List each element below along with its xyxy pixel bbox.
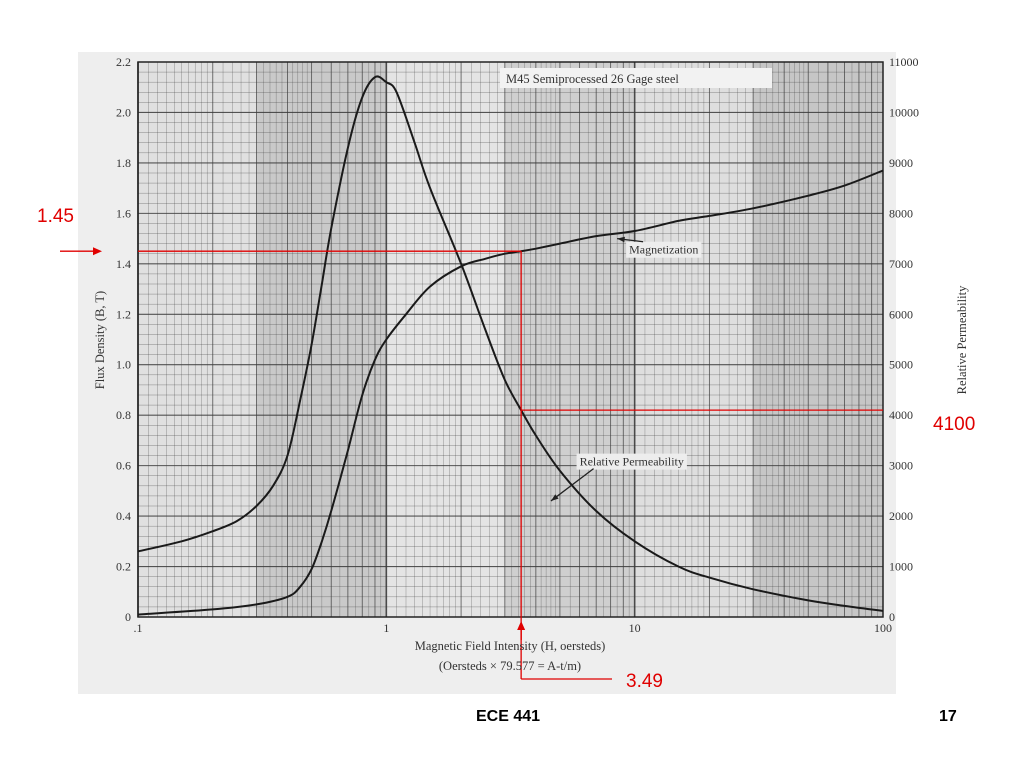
footer-course-label: ECE 441: [476, 708, 541, 725]
magnetization-label: Magnetization: [629, 243, 698, 257]
y-left-tick-label: 0: [125, 610, 131, 624]
x-tick-label: .1: [134, 621, 143, 635]
magnetization-label-backdrop: [626, 241, 702, 258]
h-value-label: 3.49: [626, 671, 663, 692]
y-right-tick-label: 5000: [889, 358, 913, 372]
y-left-tick-label: 2.2: [116, 55, 131, 69]
shade-band: [634, 62, 754, 617]
x-axis-note: (Oersteds × 79.577 = A-t/m): [439, 659, 581, 673]
shade-band: [753, 62, 883, 617]
annotations: 1.45 3.49 4100: [37, 206, 975, 692]
y-left-tick-label: 1.4: [116, 257, 131, 271]
y-right-tick-label: 6000: [889, 307, 913, 321]
tick-labels: .1 1 10 10000.20.40.60.81.01.21.41.61.82.02…: [116, 55, 919, 635]
x-tick-label: 10: [629, 621, 641, 635]
y-left-tick-label: 1.2: [116, 307, 131, 321]
shade-band: [256, 62, 387, 617]
y-right-tick-label: 4000: [889, 408, 913, 422]
plot-shading: [138, 62, 883, 617]
y-right-tick-label: 0: [889, 610, 895, 624]
y-right-tick-label: 9000: [889, 156, 913, 170]
relative-permeability-label: Relative Permeability: [580, 455, 684, 469]
shade-band: [386, 62, 505, 617]
x-axis-label: Magnetic Field Intensity (H, oersteds): [415, 639, 606, 653]
shade-band: [138, 62, 257, 617]
y-left-tick-label: 2.0: [116, 105, 131, 119]
plot-frame: [137, 61, 884, 618]
relative-permeability-curve: [137, 75, 884, 612]
relative-permeability-label-backdrop: [576, 453, 687, 470]
magnetization-pointer-head: [617, 236, 625, 243]
b-arrow-head: [93, 247, 102, 256]
y-left-tick-label: 0.6: [116, 459, 131, 473]
title-backdrop: [500, 68, 772, 88]
y-axis-left-label: Flux Density (B, T): [93, 291, 107, 389]
relative-permeability-pointer-head: [550, 494, 559, 501]
y-right-tick-label: 1000: [889, 560, 913, 574]
y-right-tick-label: 7000: [889, 257, 913, 271]
chart-title: M45 Semiprocessed 26 Gage steel: [506, 72, 679, 86]
y-right-tick-label: 3000: [889, 459, 913, 473]
b-value-label: 1.45: [37, 206, 74, 227]
h-arrow-head: [517, 621, 526, 630]
magnetization-curve: [137, 169, 884, 616]
x-tick-label: 100: [874, 621, 892, 635]
x-tick-label: 1: [383, 621, 389, 635]
y-axis-right-label: Relative Permeability: [955, 285, 969, 394]
curves: Magnetization Relative Permeability: [137, 75, 884, 616]
y-right-tick-label: 8000: [889, 206, 913, 220]
y-left-tick-label: 1.0: [116, 358, 131, 372]
relative-permeability-pointer: [550, 468, 594, 502]
y-left-tick-label: 0.4: [116, 509, 131, 523]
y-right-tick-label: 11000: [889, 55, 919, 69]
y-left-tick-label: 0.8: [116, 408, 131, 422]
y-right-tick-label: 2000: [889, 509, 913, 523]
y-left-tick-label: 1.6: [116, 206, 131, 220]
permeability-value-label: 4100: [933, 414, 975, 435]
y-left-tick-label: 1.8: [116, 156, 131, 170]
slide-number: 17: [939, 708, 957, 725]
y-right-tick-label: 10000: [889, 105, 919, 119]
y-left-tick-label: 0.2: [116, 560, 131, 574]
